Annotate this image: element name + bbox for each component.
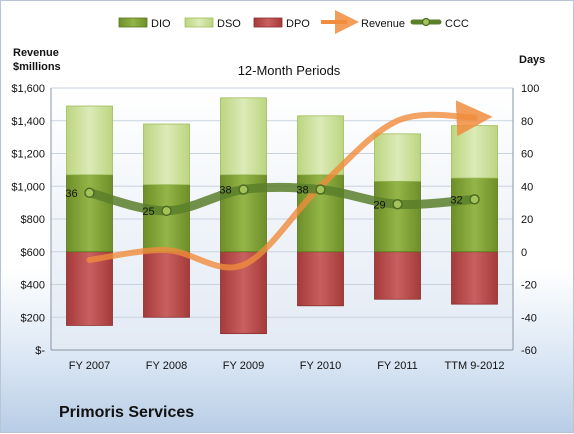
ccc-data-label: 25 — [142, 206, 154, 218]
legend-swatch — [253, 17, 283, 28]
legend-label: DSO — [217, 18, 241, 30]
x-tick-label: FY 2008 — [146, 360, 187, 372]
legend-label: CCC — [445, 18, 469, 30]
dpo-bar — [143, 251, 190, 318]
legend-item-ccc: CCC — [410, 17, 469, 30]
right-tick-label: 100 — [521, 83, 539, 95]
legend-swatch — [184, 17, 214, 28]
dpo-bar — [374, 251, 421, 300]
legend-item-revenue: Revenue — [321, 10, 405, 34]
legend-label: DPO — [286, 18, 310, 30]
legend-item-dio: DIO — [118, 17, 171, 30]
dpo-bar — [297, 251, 344, 307]
ccc-data-label: 36 — [65, 188, 77, 200]
left-tick-label: $1,000 — [11, 181, 45, 193]
dso-bar — [143, 123, 190, 186]
ccc-data-label: 38 — [219, 185, 231, 197]
left-tick-label: $200 — [21, 312, 45, 324]
dio-bar — [451, 177, 498, 253]
legend-item-dpo: DPO — [253, 17, 310, 30]
ccc-data-label: 29 — [373, 199, 385, 211]
right-tick-label: -20 — [521, 280, 537, 292]
ccc-line — [85, 182, 479, 216]
dio-bar — [374, 180, 421, 253]
legend-item-dso: DSO — [184, 17, 241, 30]
dso-bar — [374, 133, 421, 182]
dso-bar — [66, 105, 113, 176]
x-tick-label: TTM 9-2012 — [445, 360, 505, 372]
x-tick-label: FY 2009 — [223, 360, 264, 372]
dpo-bar — [66, 251, 113, 326]
ccc-point — [238, 184, 249, 195]
ccc-point — [469, 194, 480, 205]
dso-bar — [297, 115, 344, 176]
ccc-point — [392, 199, 403, 210]
left-axis-label-line2: $millions — [13, 61, 61, 73]
right-tick-label: 0 — [521, 247, 527, 259]
ccc-point — [315, 184, 326, 195]
dso-bar — [220, 97, 267, 176]
right-tick-label: 60 — [521, 149, 533, 161]
dpo-bar — [451, 251, 498, 305]
left-tick-label: $1,400 — [11, 116, 45, 128]
left-tick-label: $400 — [21, 280, 45, 292]
ccc-point — [84, 187, 95, 199]
left-tick-label: $1,600 — [11, 83, 45, 95]
revenue-line — [86, 100, 493, 271]
x-tick-label: FY 2011 — [377, 360, 418, 372]
left-tick-label: $1,200 — [11, 149, 45, 161]
left-axis-label-line1: Revenue — [13, 47, 59, 59]
ccc-point — [161, 205, 172, 217]
dso-bar — [451, 125, 498, 179]
ccc-data-label: 38 — [296, 185, 308, 197]
chart-title: 12-Month Periods — [238, 63, 341, 78]
left-tick-label: $600 — [21, 247, 45, 259]
right-axis-label: Days — [519, 54, 545, 66]
right-tick-label: 40 — [521, 181, 533, 193]
legend-swatch — [118, 17, 148, 28]
x-tick-label: FY 2007 — [69, 360, 110, 372]
x-tick-label: FY 2010 — [300, 360, 341, 372]
legend-marker — [421, 17, 431, 27]
left-tick-label: $800 — [21, 214, 45, 226]
ccc-data-label: 32 — [450, 194, 462, 206]
right-tick-label: -60 — [521, 345, 537, 357]
legend-label: Revenue — [361, 18, 405, 30]
right-tick-label: 20 — [521, 214, 533, 226]
left-tick-label: $- — [35, 345, 45, 357]
legend-label: DIO — [151, 18, 171, 30]
right-tick-label: -40 — [521, 312, 537, 324]
company-name: Primoris Services — [59, 404, 195, 421]
dio-bar — [143, 184, 190, 253]
right-tick-label: 80 — [521, 116, 533, 128]
dio-bar — [66, 174, 113, 253]
